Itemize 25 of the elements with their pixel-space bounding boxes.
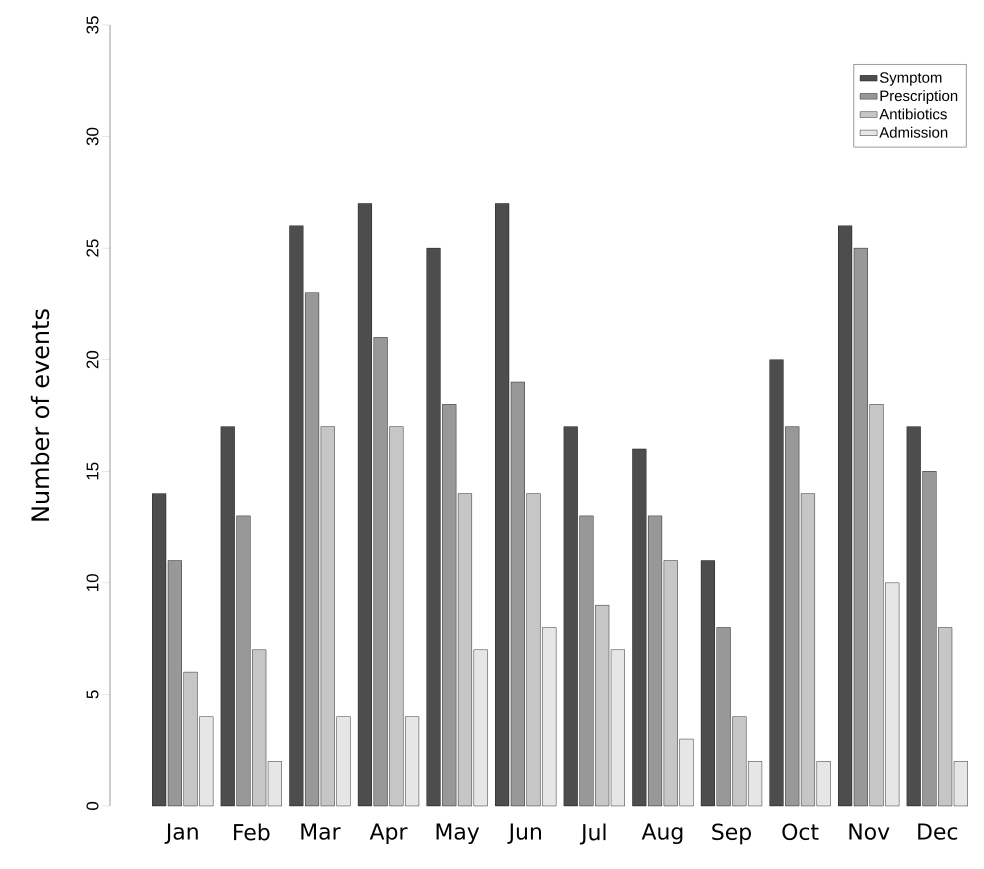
- y-tick-label: 30: [86, 128, 98, 146]
- y-tick-label: 35: [86, 16, 98, 34]
- y-tick-label: 15: [86, 462, 98, 480]
- x-tick-label: May: [436, 823, 480, 844]
- y-tick-label: 25: [86, 239, 98, 257]
- x-tick-label: Jun: [507, 823, 541, 844]
- legend-label: Prescription: [880, 90, 958, 104]
- x-tick-label: Apr: [370, 823, 408, 844]
- x-tick-label: Aug: [642, 823, 682, 844]
- x-tick-label: Nov: [849, 823, 890, 840]
- x-tick-label: Jan: [164, 823, 198, 844]
- x-tick-label: Mar: [301, 823, 341, 840]
- legend-label: Antibiotics: [879, 108, 947, 120]
- x-tick-label: Jul: [580, 824, 606, 845]
- y-tick-label: 5: [86, 690, 98, 698]
- y-axis-title: Number of events: [30, 309, 50, 521]
- legend-label: Symptom: [880, 72, 942, 86]
- x-tick-label: Sep: [712, 824, 751, 844]
- y-tick-label: 20: [86, 350, 98, 368]
- x-tick-label: Oct: [782, 824, 819, 840]
- x-tick-label: Dec: [918, 823, 958, 840]
- x-tick-label: Feb: [234, 824, 270, 840]
- y-tick-label: 10: [86, 574, 98, 591]
- legend-label: Admission: [879, 126, 948, 138]
- y-tick-label: 0: [86, 802, 98, 810]
